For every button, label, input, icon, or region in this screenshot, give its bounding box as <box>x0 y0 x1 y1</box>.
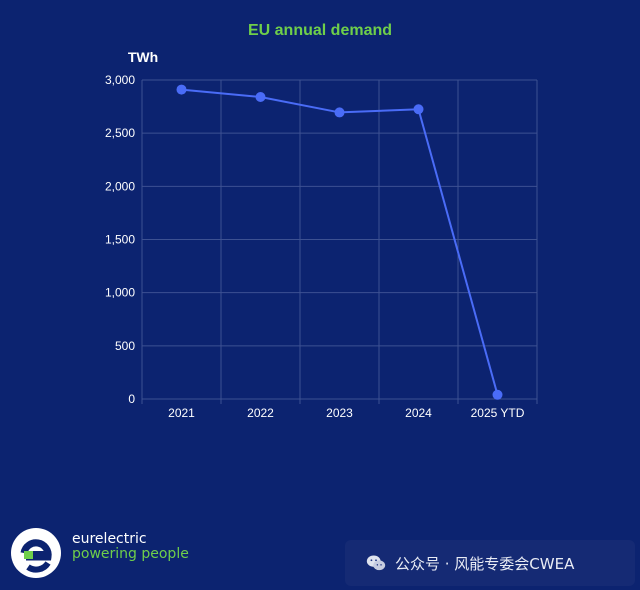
x-tick-label: 2023 <box>326 406 353 420</box>
x-tick-label: 2025 YTD <box>471 406 525 420</box>
y-tick-label: 1,500 <box>105 233 135 247</box>
data-point <box>334 107 345 118</box>
series <box>176 84 503 400</box>
chart-title: EU annual demand <box>248 22 392 39</box>
y-tick-label: 0 <box>128 392 135 406</box>
data-point <box>492 389 503 400</box>
grid <box>141 79 538 404</box>
x-tick-label: 2022 <box>247 406 274 420</box>
logo-tagline: powering people <box>72 546 189 562</box>
axis-ticks: 3,000 2,500 2,000 1,500 1,000 500 0 2021 2022 202… <box>105 73 525 420</box>
logo-name: eurelectric <box>72 531 147 547</box>
data-point <box>413 104 424 115</box>
logo-e-icon <box>11 528 61 578</box>
x-tick-label: 2024 <box>405 406 432 420</box>
y-tick-label: 1,000 <box>105 286 135 300</box>
y-axis-unit: TWh <box>128 49 158 65</box>
wechat-icon <box>366 555 386 571</box>
y-tick-label: 2,500 <box>105 126 135 140</box>
y-tick-label: 500 <box>115 339 135 353</box>
series-line <box>181 88 499 396</box>
watermark: 公众号 · 风能专委会CWEA <box>345 540 635 586</box>
y-tick-label: 2,000 <box>105 179 135 193</box>
eurelectric-logo: eurelectric powering people <box>10 527 250 581</box>
data-point <box>255 92 266 103</box>
line-chart: EU annual demand TWh 3,000 2,500 2,000 1,50… <box>105 22 538 420</box>
watermark-text: 公众号 · 风能专委会CWEA <box>395 554 575 573</box>
y-tick-label: 3,000 <box>105 73 135 87</box>
data-point <box>176 84 187 95</box>
x-tick-label: 2021 <box>168 406 195 420</box>
